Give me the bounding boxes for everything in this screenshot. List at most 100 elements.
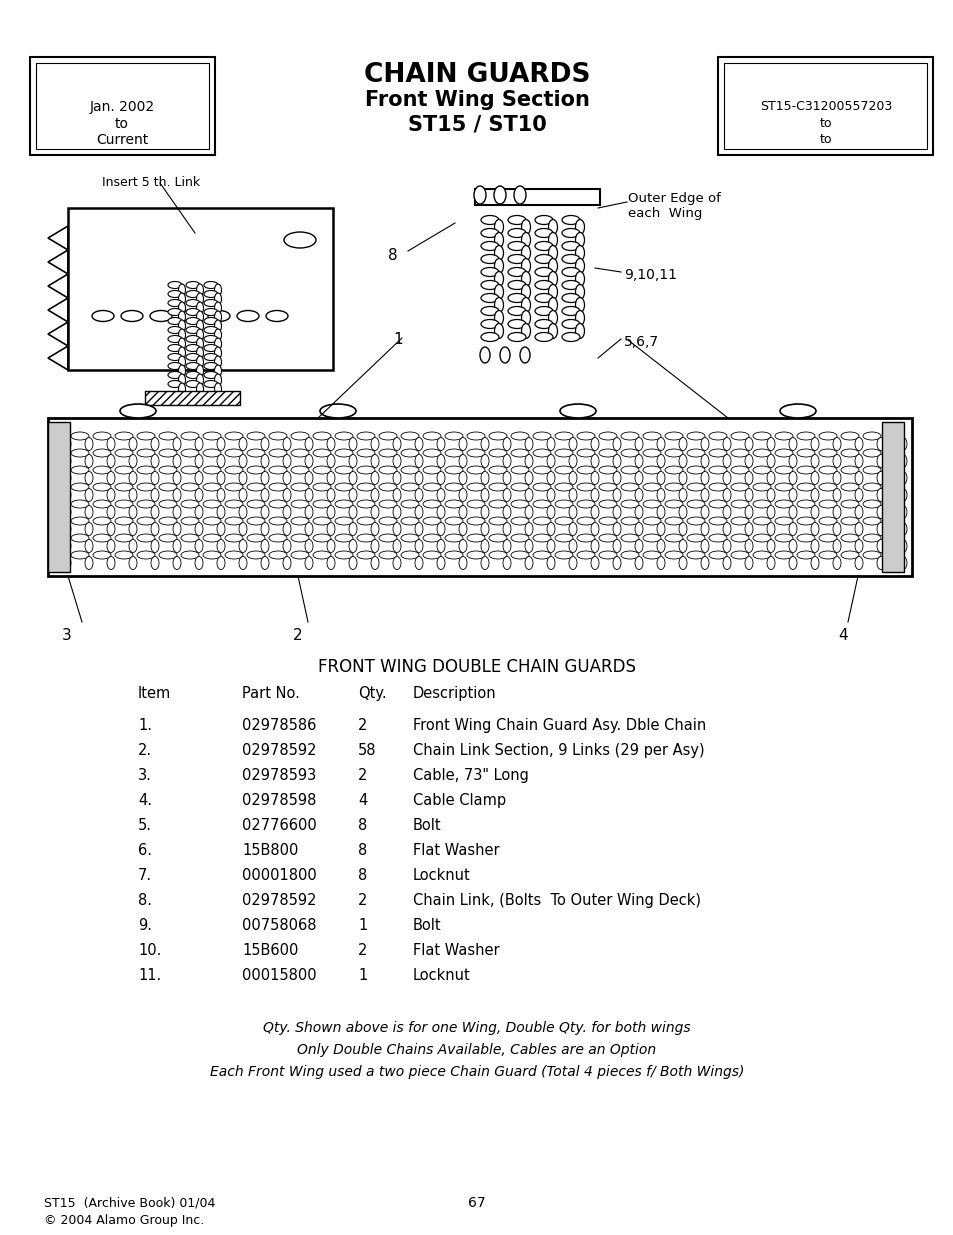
Ellipse shape	[598, 500, 617, 508]
Ellipse shape	[208, 310, 230, 321]
Ellipse shape	[546, 489, 555, 501]
Ellipse shape	[378, 534, 396, 542]
Ellipse shape	[159, 466, 177, 474]
Text: 00001800: 00001800	[242, 868, 316, 883]
Ellipse shape	[613, 454, 620, 468]
Ellipse shape	[752, 534, 770, 542]
Ellipse shape	[524, 472, 533, 484]
Ellipse shape	[766, 557, 774, 569]
Ellipse shape	[832, 557, 841, 569]
Ellipse shape	[196, 311, 203, 324]
Ellipse shape	[225, 483, 243, 492]
Ellipse shape	[575, 284, 584, 300]
Ellipse shape	[766, 472, 774, 484]
Ellipse shape	[371, 540, 378, 552]
Text: Chain Link Section, 9 Links (29 per Asy): Chain Link Section, 9 Links (29 per Asy)	[413, 743, 704, 758]
Ellipse shape	[521, 246, 530, 261]
Ellipse shape	[186, 309, 200, 315]
Ellipse shape	[239, 505, 247, 519]
Ellipse shape	[85, 522, 92, 536]
Ellipse shape	[548, 246, 557, 261]
Text: ST15 / ST10: ST15 / ST10	[407, 115, 546, 135]
Ellipse shape	[774, 432, 792, 440]
Text: 1: 1	[357, 968, 367, 983]
Ellipse shape	[49, 466, 67, 474]
Ellipse shape	[480, 215, 498, 225]
Ellipse shape	[577, 500, 595, 508]
Bar	[145, 391, 240, 405]
Ellipse shape	[327, 437, 335, 451]
Ellipse shape	[642, 534, 660, 542]
Text: Locknut: Locknut	[413, 868, 470, 883]
Ellipse shape	[546, 522, 555, 536]
Ellipse shape	[780, 404, 815, 417]
Ellipse shape	[225, 517, 243, 525]
Ellipse shape	[129, 437, 137, 451]
Ellipse shape	[115, 466, 132, 474]
Ellipse shape	[841, 500, 858, 508]
Ellipse shape	[876, 454, 884, 468]
Ellipse shape	[63, 557, 71, 569]
Ellipse shape	[898, 505, 906, 519]
Ellipse shape	[796, 534, 814, 542]
Ellipse shape	[400, 517, 418, 525]
Ellipse shape	[590, 557, 598, 569]
Ellipse shape	[474, 186, 485, 204]
Text: 7.: 7.	[138, 868, 152, 883]
Ellipse shape	[247, 534, 265, 542]
Ellipse shape	[186, 282, 200, 289]
Ellipse shape	[555, 450, 573, 457]
Ellipse shape	[186, 300, 200, 306]
Text: 3: 3	[62, 629, 71, 643]
Ellipse shape	[216, 472, 225, 484]
Ellipse shape	[480, 294, 498, 303]
Ellipse shape	[194, 540, 203, 552]
Ellipse shape	[269, 432, 287, 440]
Ellipse shape	[494, 246, 503, 261]
Ellipse shape	[313, 551, 331, 559]
Ellipse shape	[876, 557, 884, 569]
Ellipse shape	[898, 557, 906, 569]
Ellipse shape	[686, 534, 704, 542]
Ellipse shape	[613, 522, 620, 536]
Ellipse shape	[178, 338, 185, 350]
Ellipse shape	[664, 483, 682, 492]
Ellipse shape	[700, 540, 708, 552]
Ellipse shape	[774, 517, 792, 525]
Ellipse shape	[115, 517, 132, 525]
Ellipse shape	[85, 505, 92, 519]
Ellipse shape	[71, 534, 89, 542]
Ellipse shape	[521, 284, 530, 300]
Ellipse shape	[708, 500, 726, 508]
Ellipse shape	[239, 489, 247, 501]
Ellipse shape	[480, 320, 498, 329]
Ellipse shape	[502, 540, 511, 552]
Ellipse shape	[178, 356, 185, 368]
Ellipse shape	[196, 356, 203, 368]
Ellipse shape	[204, 380, 218, 388]
Ellipse shape	[774, 500, 792, 508]
Ellipse shape	[71, 432, 89, 440]
Ellipse shape	[181, 450, 199, 457]
Ellipse shape	[686, 517, 704, 525]
Ellipse shape	[507, 306, 525, 315]
Ellipse shape	[499, 347, 510, 363]
Ellipse shape	[788, 472, 796, 484]
Ellipse shape	[555, 517, 573, 525]
Ellipse shape	[335, 517, 353, 525]
Ellipse shape	[841, 551, 858, 559]
Ellipse shape	[194, 489, 203, 501]
Ellipse shape	[291, 551, 309, 559]
Ellipse shape	[181, 551, 199, 559]
Ellipse shape	[467, 534, 484, 542]
Ellipse shape	[63, 454, 71, 468]
Ellipse shape	[480, 228, 498, 237]
Ellipse shape	[150, 310, 172, 321]
Ellipse shape	[247, 483, 265, 492]
Ellipse shape	[356, 517, 375, 525]
Ellipse shape	[561, 306, 579, 315]
Ellipse shape	[818, 517, 836, 525]
Ellipse shape	[349, 505, 356, 519]
Ellipse shape	[494, 220, 503, 235]
Ellipse shape	[598, 466, 617, 474]
